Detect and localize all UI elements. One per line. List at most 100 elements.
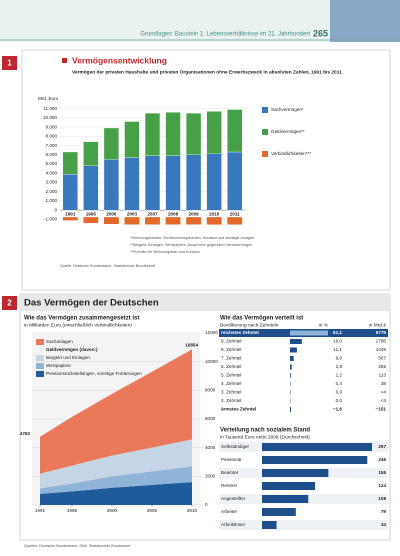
bar: [262, 456, 368, 464]
bar-segment: [124, 157, 140, 211]
total-label: 10854: [185, 343, 198, 348]
column-header: in Mrd.€: [369, 322, 387, 328]
bar: [262, 443, 372, 451]
y-tick-label: 11.000: [43, 106, 57, 111]
section-number: 2: [7, 299, 12, 308]
x-tick-label: 2008: [168, 211, 179, 216]
bar-segment: [186, 113, 202, 155]
bar-segment: [144, 113, 161, 156]
section-number: 1: [7, 59, 12, 68]
bar-segment: [83, 217, 99, 224]
row-label: 9. Zehntel: [221, 339, 241, 344]
abs-label: 38: [381, 381, 387, 386]
table-title: Wie das Vermögen verteilt ist: [220, 316, 303, 322]
composition-chart: 0 2000 4000 6000 8000 10000 12000 1991 1995 2000 2…: [20, 330, 218, 513]
y-tick-label: 8000: [205, 388, 216, 393]
bar-segment: [206, 153, 222, 211]
row-label: 2. Zehntel: [221, 398, 241, 403]
value-label: 155: [378, 470, 386, 475]
running-title: Grundlagen: Baustein 1: Lebensverhältnis…: [140, 32, 310, 38]
pct-label: −1,6: [333, 407, 343, 412]
chart-subtitle: in Tausend Euro netto 2008 (Durchschnitt…: [220, 434, 310, 440]
area: [40, 482, 192, 505]
x-tick-label: 2010: [209, 211, 220, 216]
x-tick-label: 2003: [127, 211, 138, 216]
legend-label: Sachanlagen: [46, 339, 73, 344]
development-chart: -1.000 0 1.000 2.000 3.000 4.000 5.000 6.000 7.0…: [43, 106, 311, 254]
footnote: **Bargeld, Einlagen, Wertpapiere, Ansprü…: [130, 243, 252, 247]
legend-label: Bargeld und Einlagen: [46, 355, 90, 360]
row-label: 6. Zehntel: [221, 364, 241, 369]
bar-segment: [206, 217, 222, 225]
abs-label: 5775: [376, 330, 387, 335]
y-tick-label: 9.000: [46, 124, 58, 129]
row-label: 5. Zehntel: [221, 373, 241, 378]
section-title: Vermögensentwicklung: [72, 55, 167, 65]
abs-label: <4: [381, 398, 387, 403]
source: Quellen: Deutsche Bundesbank, DIW, Stati…: [24, 544, 131, 548]
row-label: ärmstes Zehntel: [221, 407, 256, 412]
legend-label: Wertpapiere: [46, 363, 71, 368]
pct-label: 0,0: [336, 398, 343, 403]
legend-label: Verbindlichkeiten***: [271, 151, 311, 156]
category-label: Beamter: [221, 470, 239, 475]
value-label: 246: [378, 457, 386, 462]
abs-label: 1049: [376, 347, 387, 352]
value-label: 124: [378, 483, 386, 488]
bar-segment: [83, 165, 99, 211]
x-tick-label: 2007: [147, 211, 158, 216]
bar: [262, 508, 296, 516]
legend-swatch: [262, 129, 268, 135]
bar-segment: [165, 112, 181, 156]
x-tick-label: 1995: [67, 508, 78, 513]
y-tick-label: 8.000: [46, 134, 58, 139]
bar: [290, 407, 291, 412]
bar-segment: [124, 121, 140, 158]
total-label: 4763: [20, 431, 31, 436]
x-tick-label: 2000: [106, 211, 117, 216]
bar: [290, 373, 291, 378]
y-tick-label: 2000: [205, 474, 216, 479]
row-bg: [219, 507, 388, 517]
x-tick-label: 1991: [35, 508, 46, 513]
bar-segment: [186, 154, 202, 211]
x-tick-label: 2005: [147, 508, 158, 513]
bar-segment: [83, 141, 99, 166]
row-label: 8. Zehntel: [221, 347, 241, 352]
section-title: Das Vermögen der Deutschen: [24, 298, 159, 309]
pct-label: 0,0: [336, 390, 343, 395]
y-tick-label: 12000: [205, 330, 218, 335]
bar-segment: [62, 217, 78, 221]
bar-segment: [62, 174, 78, 211]
abs-label: −151: [376, 407, 387, 412]
page-number: 265: [313, 28, 328, 38]
bar-segment: [206, 111, 222, 154]
x-tick-label: 2010: [187, 508, 198, 513]
table-header: Bevölkerung nach Zehnteln: [220, 322, 279, 328]
y-tick-label: 4.000: [46, 170, 58, 175]
abs-label: 567: [378, 356, 386, 361]
bar-segment: [227, 109, 243, 153]
legend-label: Pensionsrückstellungen, sonstige Forderu…: [46, 371, 142, 376]
bar: [290, 330, 328, 336]
pct-label: 2,8: [336, 364, 343, 369]
bar-segment: [145, 217, 160, 225]
distribution-table: reichstes Zehntel 61,1 5775 9. Zehntel 19,0 1…: [219, 329, 388, 412]
y-tick-label: 10.000: [43, 115, 57, 120]
bar: [262, 495, 309, 503]
y-tick-label: 6.000: [46, 152, 58, 157]
y-tick-label: 5.000: [46, 161, 58, 166]
legend-swatch: [262, 151, 268, 157]
y-tick-label: 7.000: [46, 143, 58, 148]
pct-label: 61,1: [333, 330, 342, 335]
bar-segment: [186, 217, 202, 225]
row-label: 4. Zehntel: [221, 381, 241, 386]
pct-label: 0,4: [336, 381, 343, 386]
section-subtitle: Vermögen der privaten Haushalte und priv…: [72, 69, 342, 75]
x-tick-label: 2000: [107, 508, 118, 513]
bar: [290, 356, 294, 361]
row-label: reichstes Zehntel: [221, 330, 259, 335]
bar-segment: [227, 151, 243, 211]
